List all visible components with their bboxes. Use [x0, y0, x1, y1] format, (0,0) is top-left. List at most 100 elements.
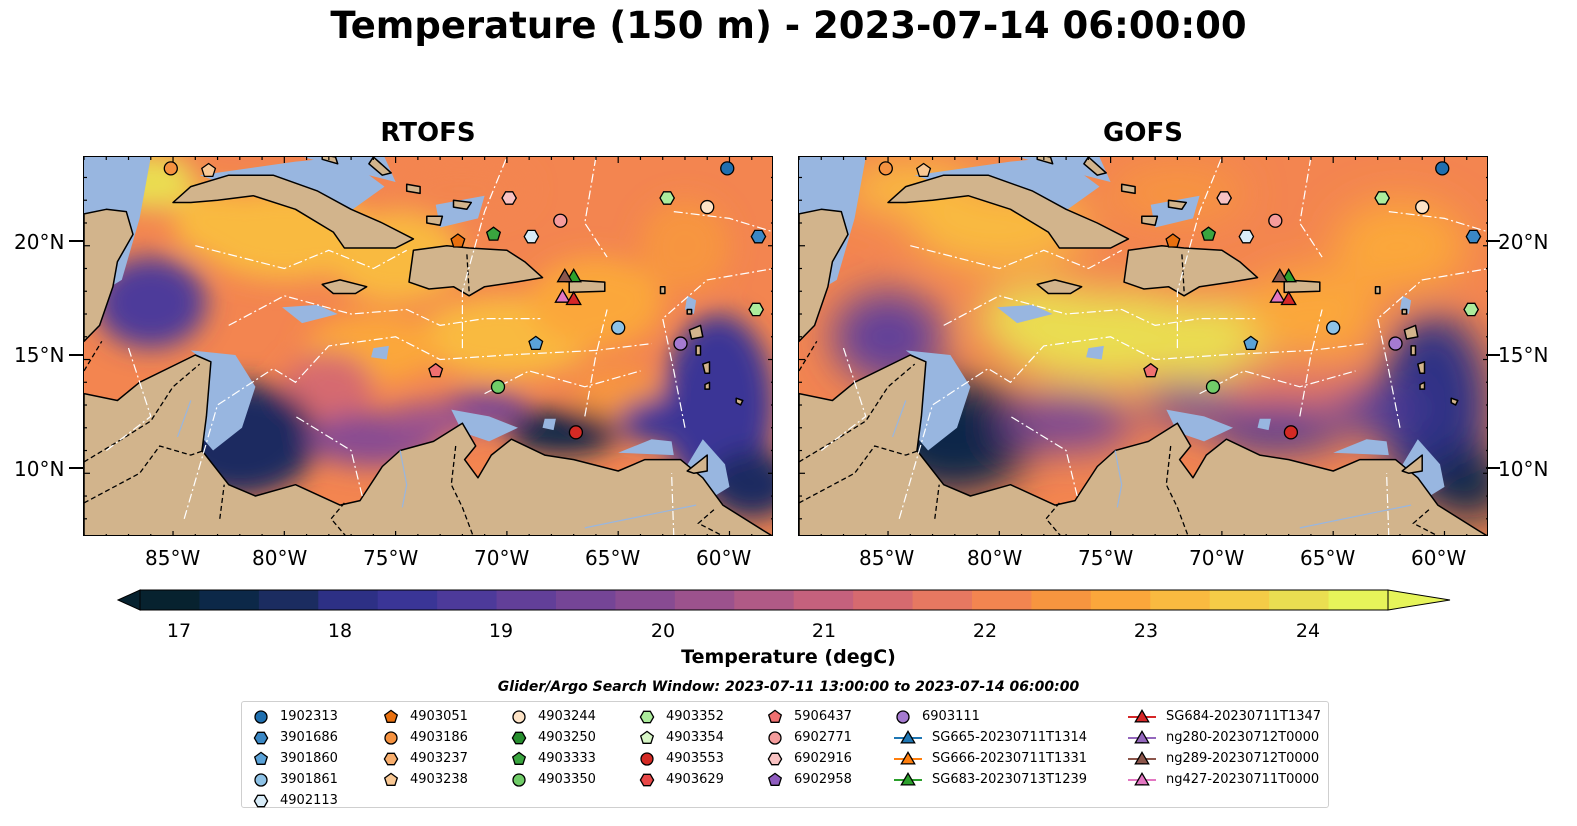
legend-marker [511, 731, 527, 744]
legend-marker [1134, 708, 1150, 723]
legend-marker [383, 772, 399, 786]
legend-entry: 4903051 [380, 706, 468, 727]
legend-marker-icon [639, 773, 655, 786]
lat-label: 15°N [1498, 343, 1549, 367]
map-panel-rtofs[interactable] [83, 156, 773, 536]
legend-marker-icon [511, 751, 527, 765]
legend-marker-icon [253, 794, 269, 807]
legend-entry: 1902313 [250, 706, 338, 727]
legend-entry: 4903352 [636, 706, 724, 727]
lat-label: 20°N [1498, 230, 1549, 254]
legend-marker [900, 750, 916, 765]
map-panel-gofs[interactable] [798, 156, 1488, 536]
legend-label: 4903333 [538, 751, 596, 766]
argo-float-marker [1216, 191, 1233, 205]
lon-label: 75°W [363, 546, 419, 570]
legend-entry: 6902958 [764, 769, 852, 790]
panel-title-rtofs: RTOFS [380, 118, 476, 148]
lon-label: 75°W [1078, 546, 1134, 570]
legend-entry: 6902771 [764, 727, 852, 748]
colorbar-tick: 17 [166, 620, 192, 642]
legend-marker-icon [384, 730, 398, 745]
argo-float-marker [878, 161, 893, 176]
legend-label: 4903629 [666, 772, 724, 787]
argo-float-marker [1374, 191, 1391, 205]
argo-float-marker [485, 226, 502, 241]
legend-entry: SG684-20230711T1347 [1126, 706, 1321, 727]
glider-marker [1271, 267, 1289, 283]
legend-marker-icon [896, 709, 910, 724]
legend-column: 6903111 SG665-20230711T1314 SG666-20230711… [892, 706, 1087, 790]
argo-float-marker [1165, 233, 1181, 248]
legend-label: 4903051 [410, 709, 468, 724]
legend-marker-icon [767, 752, 783, 765]
legend-label: 3901860 [280, 751, 338, 766]
legend-marker [383, 709, 399, 723]
panel-title-gofs: GOFS [1103, 118, 1183, 148]
legend-marker [1134, 729, 1150, 744]
legend-label: 4903238 [410, 772, 468, 787]
glider-marker [1280, 290, 1297, 306]
legend-label: SG666-20230711T1331 [932, 751, 1088, 766]
legend-column: 5906437 6902771 6902916 6902958 [764, 706, 852, 790]
legend-label: 6903111 [922, 709, 980, 724]
argo-float-marker [720, 161, 735, 176]
legend-marker-icon [383, 709, 399, 723]
legend-entry: 6902916 [764, 748, 852, 769]
frame-ticks [799, 157, 1487, 535]
legend-label: 3901686 [280, 730, 338, 745]
legend-entry: ng289-20230712T0000 [1126, 748, 1321, 769]
legend-marker [768, 730, 782, 745]
glider-markers [554, 267, 582, 306]
argo-float-marker [611, 320, 626, 335]
legend-label: SG684-20230711T1347 [1166, 709, 1322, 724]
map-canvas[interactable] [84, 157, 773, 536]
argo-float-marker [568, 425, 584, 440]
legend-marker-icon [1128, 729, 1156, 744]
colorbar-tick: 22 [972, 620, 998, 642]
tick-mark [69, 354, 83, 356]
legend-label: 4903350 [538, 772, 596, 787]
argo-float-marker [1238, 229, 1255, 244]
argo-float-marker [1415, 199, 1430, 215]
legend-column: 1902313 3901686 3901860 3901861 4902113 [250, 706, 338, 811]
legend-marker-icon [894, 729, 922, 744]
frame-ticks [84, 157, 772, 535]
legend-label: 6902771 [794, 730, 852, 745]
argo-float-marker [428, 362, 444, 378]
argo-markers [878, 161, 1482, 440]
colorbar-tick: 18 [327, 620, 353, 642]
legend-entry: 5906437 [764, 706, 852, 727]
lat-label: 10°N [1498, 457, 1549, 481]
legend-column: 4903352 4903354 4903553 4903629 [636, 706, 724, 790]
tick-mark [69, 240, 83, 242]
legend-marker [253, 794, 269, 807]
legend-marker [639, 730, 655, 744]
land-areas [84, 157, 772, 535]
legend-entry: ng427-20230711T0000 [1126, 769, 1321, 790]
legend-marker-icon [639, 730, 655, 744]
legend-marker-icon [383, 752, 399, 765]
lat-label: 20°N [14, 230, 65, 254]
legend-label: 4903352 [666, 709, 724, 724]
legend-entry: 4903350 [508, 769, 596, 790]
legend-entry: 4903244 [508, 706, 596, 727]
legend-marker [639, 773, 655, 786]
legend-label: 4903237 [410, 751, 468, 766]
legend-marker-icon [1128, 708, 1156, 723]
legend-marker [384, 730, 398, 745]
legend-entry: 4903553 [636, 748, 724, 769]
legend-label: 4903186 [410, 730, 468, 745]
argo-float-marker [1465, 229, 1482, 244]
argo-float-marker [1268, 213, 1283, 228]
legend-marker [1134, 771, 1150, 786]
argo-float-marker [201, 162, 217, 178]
map-canvas[interactable] [799, 157, 1488, 536]
legend-entry: 4903250 [508, 727, 596, 748]
colorbar [116, 589, 1451, 611]
legend-label: 4903250 [538, 730, 596, 745]
legend-marker [254, 709, 268, 724]
tick-mark [69, 467, 83, 469]
legend-marker [639, 710, 655, 723]
glider-marker [556, 267, 574, 283]
